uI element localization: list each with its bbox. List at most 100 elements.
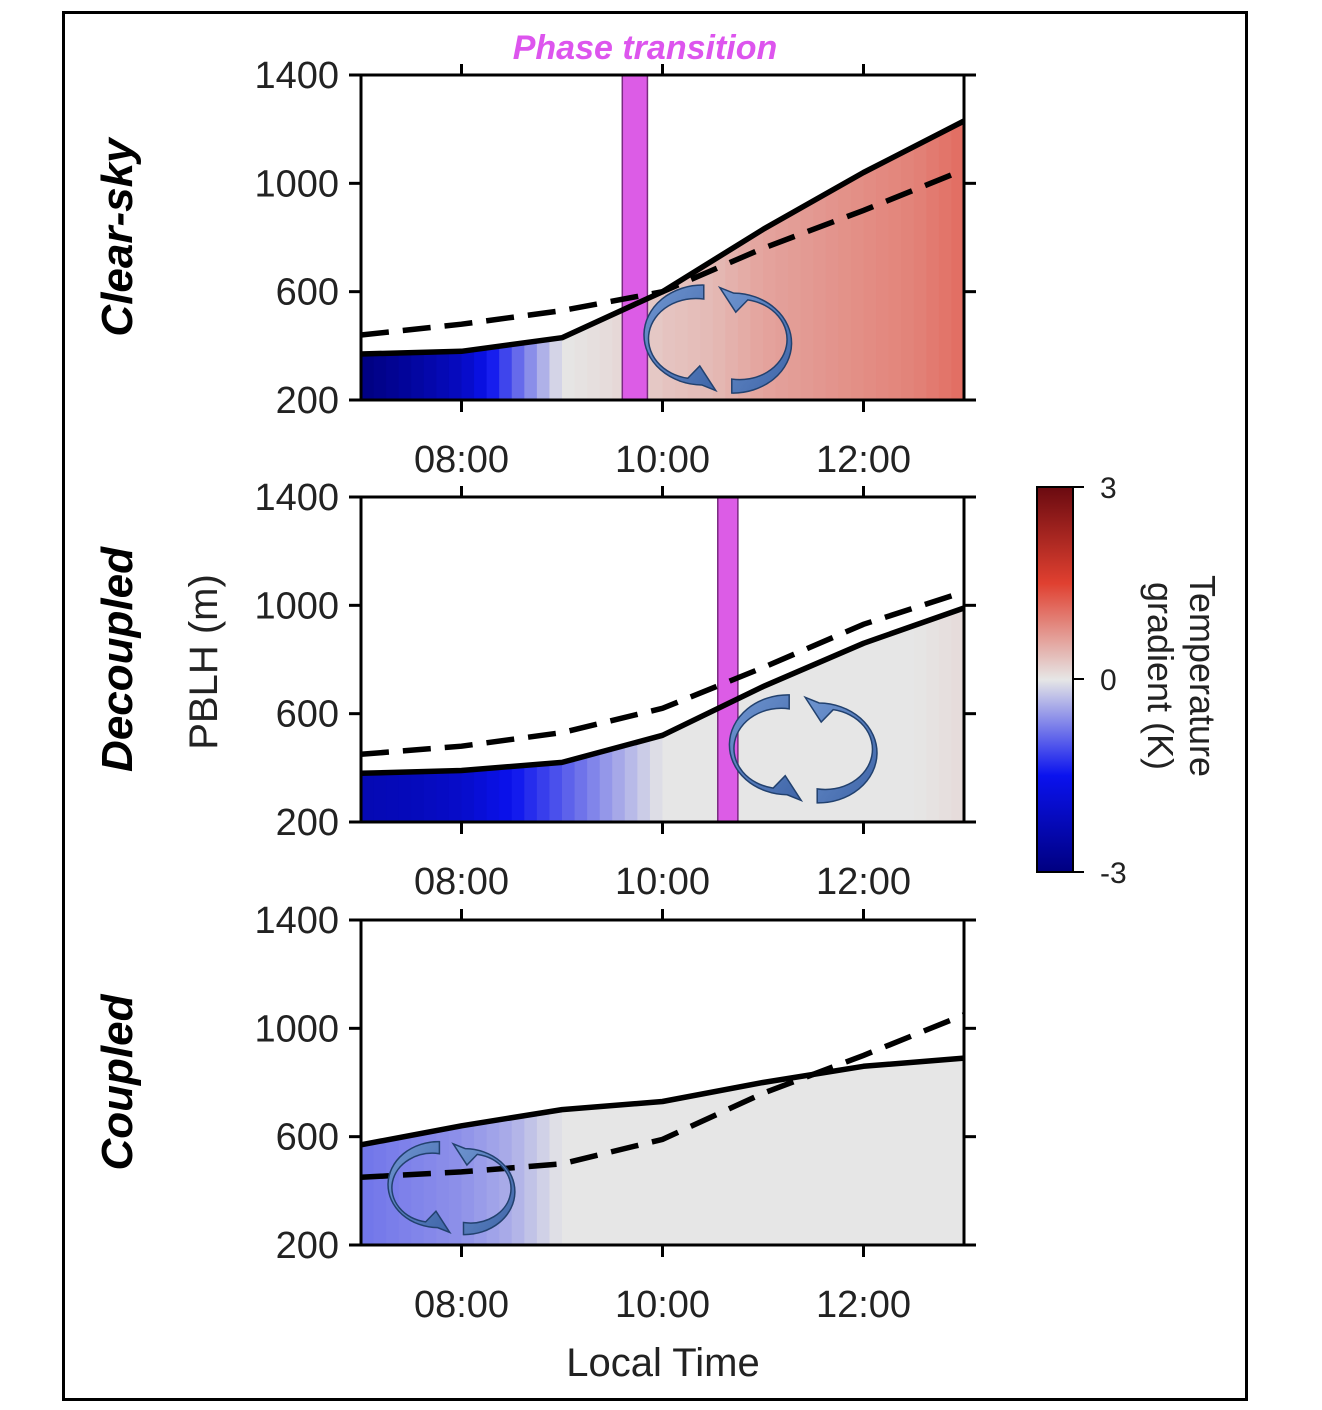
gradient-strip xyxy=(536,121,551,400)
gradient-strip xyxy=(675,121,689,400)
y-tick-label: 200 xyxy=(276,380,339,422)
phase-transition-title: Phase transition xyxy=(513,29,778,67)
phase-transition-band xyxy=(717,496,739,823)
gradient-strip xyxy=(763,1058,777,1245)
gradient-strip xyxy=(788,608,802,822)
x-tick-label: 08:00 xyxy=(414,439,509,481)
gradient-strip xyxy=(700,1058,714,1245)
gradient-strip xyxy=(951,121,964,400)
y-tick-label: 200 xyxy=(276,1225,339,1267)
gradient-strip xyxy=(599,608,614,822)
gradient-strip xyxy=(624,608,639,822)
gradient-strip xyxy=(951,608,964,822)
gradient-strip xyxy=(938,1058,953,1245)
gradient-strip xyxy=(675,608,689,822)
gradient-strip xyxy=(901,121,915,400)
gradient-strip xyxy=(612,608,626,822)
gradient-strip xyxy=(474,608,488,822)
colorbar-title-line1: Temperature xyxy=(1182,575,1223,777)
gradient-strip xyxy=(549,608,563,822)
x-tick-label: 10:00 xyxy=(615,439,710,481)
gradient-strip xyxy=(800,608,815,822)
gradient-strip xyxy=(436,1058,450,1245)
x-tick-label: 08:00 xyxy=(414,861,509,903)
gradient-strip xyxy=(813,1058,827,1245)
gradient-strip xyxy=(361,1058,375,1245)
gradient-strip xyxy=(850,1058,865,1245)
gradient-strip xyxy=(926,608,940,822)
gradient-strip xyxy=(901,608,915,822)
solid-line xyxy=(360,1055,965,1148)
colorbar-title-line2: gradient (K) xyxy=(1140,582,1181,770)
y-axis-title: PBLH (m) xyxy=(182,574,226,750)
gradient-strip xyxy=(587,1058,601,1245)
gradient-strip xyxy=(838,1058,852,1245)
circulation-arrows-icon xyxy=(643,284,793,394)
gradient-strip xyxy=(800,121,815,400)
x-tick-label: 12:00 xyxy=(816,1284,911,1326)
gradient-strip xyxy=(524,121,538,400)
gradient-strip xyxy=(511,608,526,822)
gradient-strip xyxy=(549,121,563,400)
y-tick-label: 1400 xyxy=(254,900,339,942)
solid-line xyxy=(360,118,966,357)
gradient-strip xyxy=(448,1058,463,1245)
gradient-strip xyxy=(461,608,475,822)
gradient-strip xyxy=(800,1058,815,1245)
gradient-strip xyxy=(423,1058,438,1245)
y-tick-label: 1400 xyxy=(254,55,339,97)
gradient-strip xyxy=(587,121,601,400)
gradient-strip xyxy=(938,121,953,400)
gradient-strip xyxy=(536,1058,551,1245)
circulation-arrow-right xyxy=(717,285,793,394)
circulation-arrow-left xyxy=(387,1140,452,1235)
gradient-strip xyxy=(712,121,727,400)
gradient-strip xyxy=(649,121,664,400)
gradient-strip xyxy=(486,608,500,822)
gradient-strip xyxy=(649,608,664,822)
x-axis-title: Local Time xyxy=(566,1341,759,1385)
y-tick-label: 600 xyxy=(276,272,339,314)
gradient-strip xyxy=(700,121,714,400)
colorbar-label-zero: 0 xyxy=(1100,664,1117,697)
gradient-strip xyxy=(876,608,890,822)
y-tick-label: 1000 xyxy=(254,1008,339,1050)
gradient-strip xyxy=(662,1058,676,1245)
y-tick-label: 200 xyxy=(276,802,339,844)
phase-transition-band xyxy=(621,74,649,401)
gradient-strip xyxy=(863,121,877,400)
gradient-strip xyxy=(775,1058,789,1245)
circulation-arrow-left xyxy=(728,694,804,802)
gradient-strip xyxy=(549,1058,563,1245)
gradient-strip xyxy=(499,121,513,400)
gradient-strip xyxy=(637,1058,651,1245)
x-tick-label: 12:00 xyxy=(816,439,911,481)
gradient-strip xyxy=(574,608,588,822)
gradient-strip xyxy=(913,608,928,822)
gradient-strip xyxy=(825,1058,840,1245)
dashed-line xyxy=(360,589,965,758)
gradient-strip xyxy=(662,608,676,822)
y-tick-label: 600 xyxy=(276,1117,339,1159)
y-tick-label: 1000 xyxy=(254,585,339,627)
panel-clear-sky: 200 600 1000 1400 08:00 10:00 12:00 Clear-sky xyxy=(93,55,976,481)
solid-line xyxy=(360,605,965,777)
circulation-arrow-right xyxy=(451,1142,516,1236)
colorbar-label-max: 3 xyxy=(1100,472,1117,505)
panel-label-decoupled: Decoupled xyxy=(93,546,142,772)
gradient-strip xyxy=(562,608,576,822)
gradient-strip xyxy=(373,1058,387,1245)
gradient-strip xyxy=(687,1058,701,1245)
gradient-strip xyxy=(951,1058,964,1245)
gradient-strip xyxy=(524,608,538,822)
gradient-fill xyxy=(361,1058,964,1245)
gradient-strip xyxy=(675,1058,689,1245)
dashed-line xyxy=(360,1012,966,1181)
gradient-strip xyxy=(562,121,576,400)
gradient-strip xyxy=(649,1058,664,1245)
gradient-strip xyxy=(825,121,840,400)
gradient-strip xyxy=(687,121,701,400)
x-tick-label: 12:00 xyxy=(816,861,911,903)
gradient-strip xyxy=(926,1058,940,1245)
